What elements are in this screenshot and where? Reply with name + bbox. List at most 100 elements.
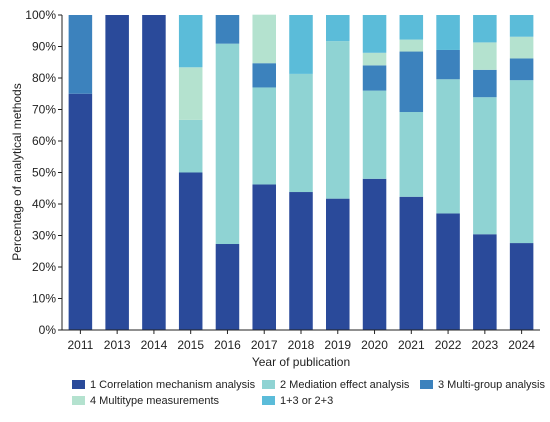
legend-swatch — [72, 396, 85, 405]
legend-label: 4 Multitype measurements — [90, 395, 219, 407]
legend-swatch — [420, 380, 433, 389]
legend-item-2: 2 Mediation effect analysis — [262, 379, 410, 391]
bar-segment-series-5 — [178, 15, 203, 68]
x-tick-label: 2013 — [104, 338, 131, 352]
bar-segment-series-5 — [326, 15, 350, 42]
bar-segment-series-2 — [399, 112, 424, 197]
bar-segment-series-2 — [215, 43, 240, 245]
bar-segment-series-3 — [473, 69, 497, 98]
bar-segment-series-5 — [509, 15, 534, 37]
bar-segment-series-1 — [68, 93, 93, 330]
bar-segment-series-2 — [326, 41, 350, 199]
bar-segment-series-2 — [289, 73, 313, 193]
bar-segment-series-4 — [509, 36, 534, 59]
bar-segment-series-1 — [142, 15, 166, 330]
bar-segment-series-4 — [362, 52, 387, 66]
legend-item-1: 1 Correlation mechanism analysis — [72, 379, 256, 391]
bar-segment-series-5 — [399, 15, 424, 40]
legend-label: 3 Multi-group analysis — [438, 379, 545, 391]
x-tick-label: 2023 — [471, 338, 498, 352]
legend-swatch — [72, 380, 85, 389]
bar-stack-2016 — [215, 15, 240, 330]
y-tick-label: 20% — [32, 260, 56, 274]
bar-segment-series-1 — [215, 244, 240, 330]
bar-stack-2019 — [326, 15, 350, 330]
legend-swatch — [262, 396, 275, 405]
legend-label: 2 Mediation effect analysis — [280, 379, 410, 391]
bar-segment-series-3 — [215, 15, 240, 44]
legend-swatch — [262, 380, 275, 389]
bar-segment-series-1 — [473, 234, 497, 330]
bar-groups — [68, 14, 534, 330]
bar-segment-series-3 — [509, 58, 534, 81]
bar-segment-series-4 — [473, 42, 497, 70]
x-tick-label: 2024 — [508, 338, 535, 352]
bar-segment-series-3 — [252, 63, 276, 88]
y-tick-label: 90% — [32, 40, 56, 54]
bar-segment-series-3 — [436, 49, 460, 80]
x-tick-label: 2022 — [435, 338, 462, 352]
bar-stack-2015 — [178, 15, 203, 330]
y-axis-ticks: 0% 10% 20% 30% 40% 50% 60% 70% 80% 90% 100% — [25, 8, 62, 337]
y-tick-label: 70% — [32, 103, 56, 117]
bar-segment-series-1 — [399, 196, 424, 330]
x-tick-label: 2016 — [214, 338, 241, 352]
bar-segment-series-3 — [68, 15, 93, 94]
bar-segment-series-3 — [362, 65, 387, 91]
bar-stack-2024 — [509, 15, 534, 330]
bar-segment-series-1 — [362, 178, 387, 330]
bar-segment-series-5 — [436, 15, 460, 50]
bar-segment-series-4 — [178, 67, 203, 120]
x-tick-label: 2011 — [67, 338, 93, 352]
bar-segment-series-4 — [252, 14, 276, 64]
bar-segment-series-1 — [509, 243, 534, 330]
bar-segment-series-1 — [178, 172, 203, 330]
y-tick-label: 40% — [32, 197, 56, 211]
x-tick-label: 2015 — [177, 338, 204, 352]
legend-item-5: 1+3 or 2+3 — [262, 395, 333, 407]
y-tick-label: 0% — [39, 323, 57, 337]
y-axis-title: Percentage of analytical methods — [10, 83, 24, 260]
x-tick-label: 2014 — [141, 338, 168, 352]
x-tick-label: 2018 — [288, 338, 315, 352]
bar-segment-series-4 — [399, 39, 424, 52]
bar-stack-2021 — [399, 15, 424, 330]
legend-label: 1+3 or 2+3 — [280, 395, 333, 407]
y-tick-label: 100% — [25, 8, 56, 22]
x-axis-title: Year of publication — [252, 355, 350, 369]
bar-segment-series-1 — [252, 184, 276, 330]
bar-segment-series-2 — [436, 79, 460, 214]
x-tick-label: 2020 — [361, 338, 388, 352]
y-tick-label: 80% — [32, 71, 56, 85]
bar-segment-series-2 — [178, 119, 203, 173]
bar-stack-2011 — [68, 15, 93, 330]
bar-segment-series-2 — [252, 87, 276, 185]
legend-item-3: 3 Multi-group analysis — [420, 379, 545, 391]
legend: 1 Correlation mechanism analysis 2 Mediat… — [72, 379, 545, 407]
bar-stack-2020 — [362, 15, 387, 330]
bar-segment-series-1 — [289, 192, 313, 330]
bar-segment-series-2 — [473, 97, 497, 235]
y-tick-label: 30% — [32, 229, 56, 243]
bar-segment-series-5 — [362, 15, 387, 53]
bar-stack-2023 — [473, 15, 497, 330]
bar-stack-2017 — [252, 14, 276, 330]
bar-stack-2013 — [105, 15, 129, 330]
y-tick-label: 60% — [32, 134, 56, 148]
y-tick-label: 50% — [32, 166, 56, 180]
x-tick-label: 2019 — [324, 338, 351, 352]
bar-stack-2022 — [436, 15, 460, 330]
y-tick-label: 10% — [32, 292, 56, 306]
bar-stack-2018 — [289, 15, 313, 330]
bar-segment-series-5 — [289, 15, 313, 74]
bar-segment-series-2 — [509, 80, 534, 244]
x-tick-label: 2017 — [251, 338, 278, 352]
bar-segment-series-2 — [362, 90, 387, 179]
bar-segment-series-1 — [436, 213, 460, 330]
bar-stack-2014 — [142, 15, 166, 330]
legend-item-4: 4 Multitype measurements — [72, 395, 219, 407]
bar-segment-series-5 — [473, 15, 497, 43]
bar-segment-series-1 — [326, 198, 350, 330]
